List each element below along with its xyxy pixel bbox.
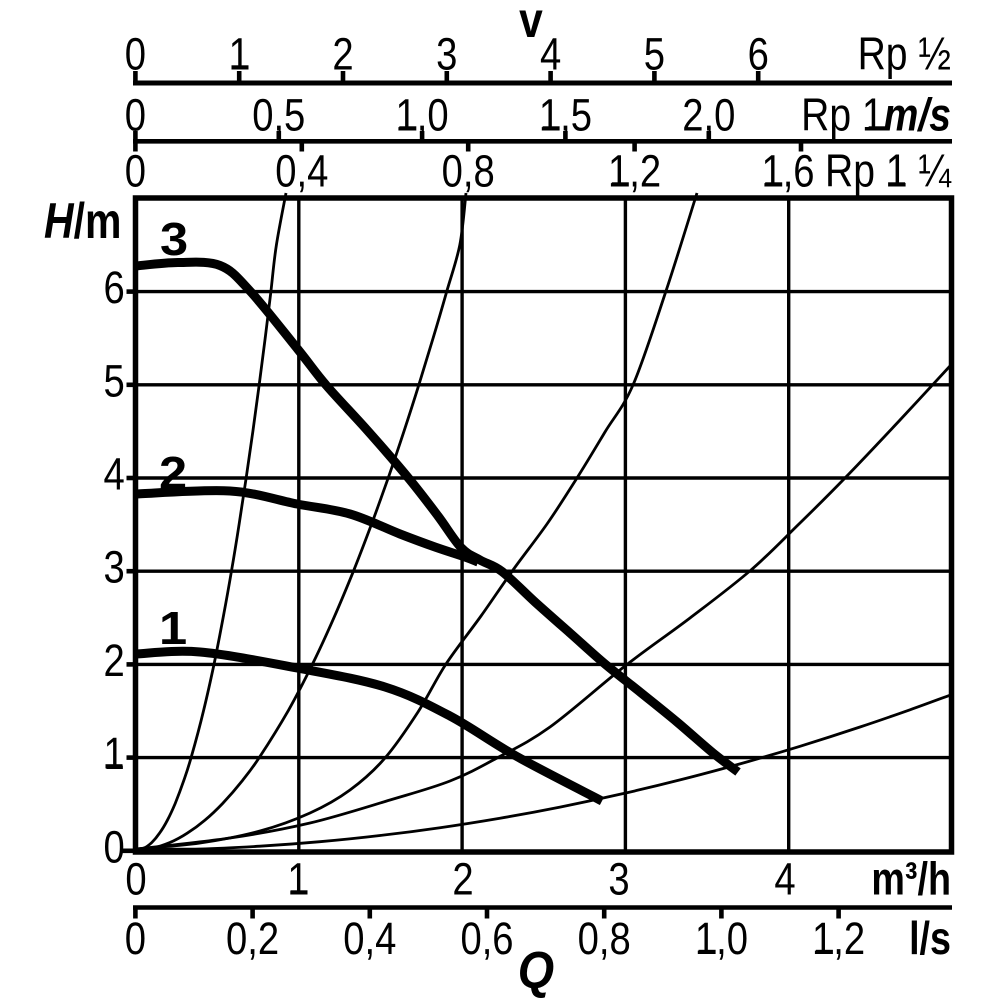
- svg-text:l/s: l/s: [909, 912, 951, 963]
- svg-text:2: 2: [332, 28, 353, 79]
- svg-text:1,2: 1,2: [608, 145, 661, 196]
- svg-text:0,4: 0,4: [343, 913, 396, 964]
- svg-text:3: 3: [436, 28, 457, 79]
- svg-text:0: 0: [125, 89, 146, 140]
- svg-text:1: 1: [103, 728, 124, 779]
- svg-text:2: 2: [103, 635, 124, 686]
- svg-text:1,6: 1,6: [761, 145, 814, 196]
- svg-text:5: 5: [103, 355, 124, 406]
- svg-text:4: 4: [774, 853, 795, 904]
- svg-text:0,2: 0,2: [226, 913, 279, 964]
- svg-text:0,8: 0,8: [578, 913, 631, 964]
- svg-text:1,2: 1,2: [812, 913, 865, 964]
- svg-text:1,5: 1,5: [539, 89, 592, 140]
- svg-text:v: v: [519, 0, 543, 48]
- svg-text:0: 0: [125, 853, 146, 904]
- svg-text:0: 0: [125, 145, 146, 196]
- svg-text:3: 3: [608, 853, 629, 904]
- svg-text:Rp 1 ¼: Rp 1 ¼: [825, 146, 952, 198]
- svg-text:5: 5: [644, 28, 665, 79]
- svg-text:1,0: 1,0: [695, 913, 748, 964]
- svg-text:H/m: H/m: [44, 193, 121, 249]
- svg-text:m³/h: m³/h: [871, 853, 951, 904]
- svg-text:2: 2: [159, 448, 187, 499]
- svg-text:4: 4: [103, 448, 124, 499]
- svg-text:0: 0: [125, 913, 146, 964]
- svg-text:3: 3: [103, 542, 124, 593]
- svg-text:0,8: 0,8: [442, 145, 495, 196]
- svg-text:6: 6: [103, 262, 124, 313]
- svg-text:Q: Q: [518, 942, 554, 1000]
- svg-text:6: 6: [748, 28, 769, 79]
- svg-text:1,0: 1,0: [396, 89, 449, 140]
- svg-text:3: 3: [160, 214, 188, 265]
- svg-text:Rp 1m/s: Rp 1m/s: [801, 90, 951, 142]
- svg-text:0: 0: [103, 821, 124, 872]
- svg-text:4: 4: [540, 28, 561, 79]
- svg-text:2: 2: [452, 853, 473, 904]
- svg-text:0: 0: [125, 28, 146, 79]
- svg-text:Rp ½: Rp ½: [858, 29, 951, 81]
- svg-text:0,4: 0,4: [275, 145, 328, 196]
- svg-text:1: 1: [159, 603, 187, 654]
- svg-text:2,0: 2,0: [682, 89, 735, 140]
- svg-text:0,5: 0,5: [252, 89, 305, 140]
- svg-text:1: 1: [287, 853, 308, 904]
- svg-text:1: 1: [229, 28, 250, 79]
- svg-text:0,6: 0,6: [460, 913, 513, 964]
